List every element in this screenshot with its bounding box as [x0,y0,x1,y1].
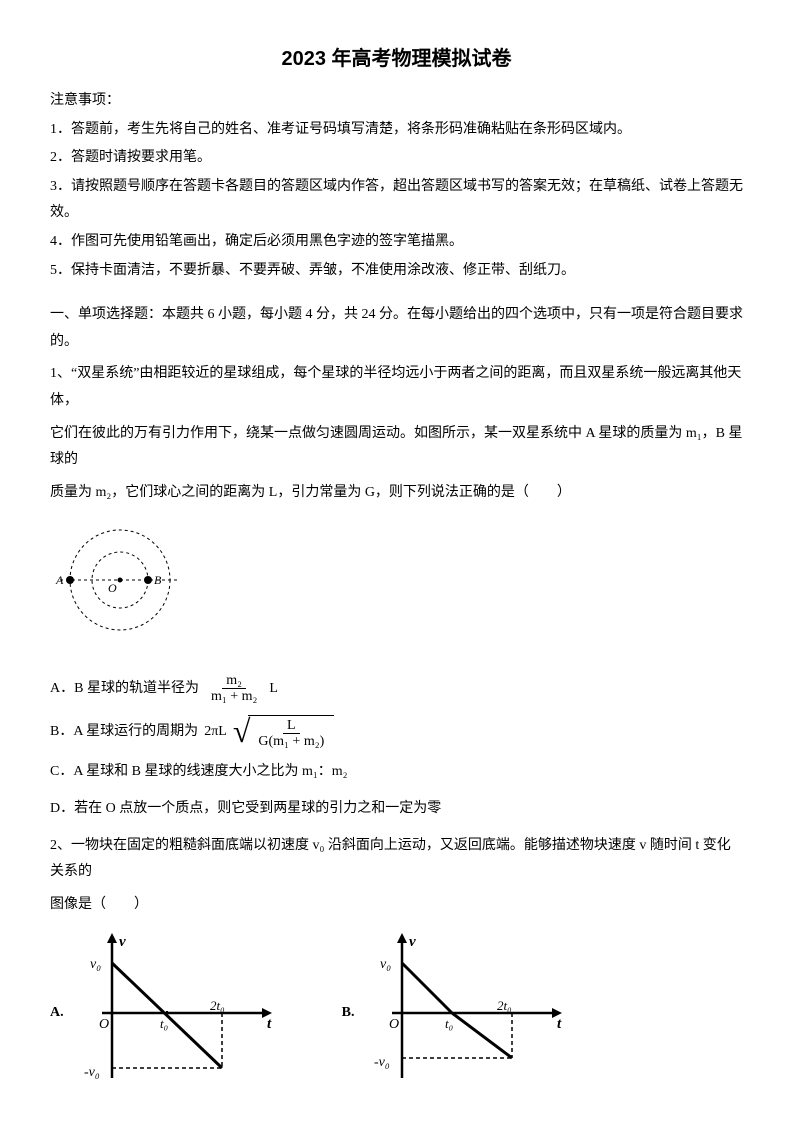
section-1-intro: 一、单项选择题：本题共 6 小题，每小题 4 分，共 24 分。在每小题给出的四… [50,302,743,355]
q2-graph-a-block: A. v₀ -v₀ v t O t₀ 2t₀ [50,928,282,1098]
svg-text:v₀: v₀ [380,957,391,972]
svg-text:t: t [267,1016,272,1032]
svg-text:v₀: v₀ [90,957,101,972]
svg-text:A: A [55,573,64,587]
svg-text:-v₀: -v₀ [374,1055,390,1070]
svg-text:t₀: t₀ [445,1016,453,1031]
svg-text:2t₀: 2t₀ [210,998,225,1013]
instruction-1: 1．答题前，考生先将自己的姓名、准考证号码填写清楚，将条形码准确粘贴在条形码区域… [50,117,743,144]
instruction-5: 5．保持卡面清洁，不要折暴、不要弄破、弄皱，不准使用涂改液、修正带、刮纸刀。 [50,258,743,285]
instructions-header: 注意事项： [50,88,743,115]
q2-graph-a: v₀ -v₀ v t O t₀ 2t₀ [72,928,282,1098]
q1-option-d: D．若在 O 点放一个质点，则它受到两星球的引力之和一定为零 [50,796,743,823]
svg-text:t₀: t₀ [160,1016,168,1031]
instructions-block: 注意事项： 1．答题前，考生先将自己的姓名、准考证号码填写清楚，将条形码准确粘贴… [50,88,743,284]
q2-line2: 图像是（ ） [50,892,743,919]
instruction-4: 4．作图可先使用铅笔画出，确定后必须用黑色字迹的签字笔描黑。 [50,229,743,256]
page-title: 2023 年高考物理模拟试卷 [50,40,743,78]
svg-text:v: v [119,934,126,950]
q1-optA-fraction: m₂ m₁ + m₂ [207,673,261,705]
q1-optB-2piL: 2πL [204,719,227,746]
svg-text:O: O [389,1017,399,1032]
q1-optB-text: B．A 星球运行的周期为 [50,719,198,746]
svg-text:t: t [557,1016,562,1032]
q1-optB-sqrt: √ L G(m₁ + m₂) [233,715,334,750]
q1-option-a: A．B 星球的轨道半径为 m₂ m₁ + m₂ L [50,673,743,705]
q2-line1: 2、一物块在固定的粗糙斜面底端以初速度 v₀ 沿斜面向上运动，又返回底端。能够描… [50,833,743,886]
q2-label-b: B. [342,1000,355,1027]
svg-text:-v₀: -v₀ [84,1065,100,1080]
svg-text:v: v [409,934,416,950]
instruction-3: 3．请按照题号顺序在答题卡各题目的答题区域内作答，超出答题区域书写的答案无效；在… [50,174,743,227]
section-1: 一、单项选择题：本题共 6 小题，每小题 4 分，共 24 分。在每小题给出的四… [50,302,743,1098]
svg-text:O: O [99,1017,109,1032]
q1-line3: 质量为 m₂，它们球心之间的距离为 L，引力常量为 G，则下列说法正确的是（ ） [50,480,743,507]
q2-graph-b: v₀ -v₀ v t O t₀ 2t₀ [362,928,572,1098]
q1-optA-L: L [269,676,278,703]
q1-option-b: B．A 星球运行的周期为 2πL √ L G(m₁ + m₂) [50,715,743,750]
q2-graphs-row: A. v₀ -v₀ v t O t₀ 2t₀ [50,928,743,1098]
svg-text:O: O [108,581,117,595]
svg-text:2t₀: 2t₀ [497,998,512,1013]
q2-label-a: A. [50,1000,64,1027]
binary-star-diagram: A B O [50,520,200,640]
q1-optA-text: A．B 星球的轨道半径为 [50,676,199,703]
instruction-2: 2．答题时请按要求用笔。 [50,145,743,172]
q1-option-c: C．A 星球和 B 星球的线速度大小之比为 m₁：m₂ [50,759,743,786]
q2-graph-b-block: B. v₀ -v₀ v t O t₀ 2t₀ [342,928,573,1098]
q1-line1: 1、“双星系统”由相距较近的星球组成，每个星球的半径均远小于两者之间的距离，而且… [50,361,743,414]
svg-text:B: B [154,573,162,587]
q1-line2: 它们在彼此的万有引力作用下，绕某一点做匀速圆周运动。如图所示，某一双星系统中 A… [50,421,743,474]
